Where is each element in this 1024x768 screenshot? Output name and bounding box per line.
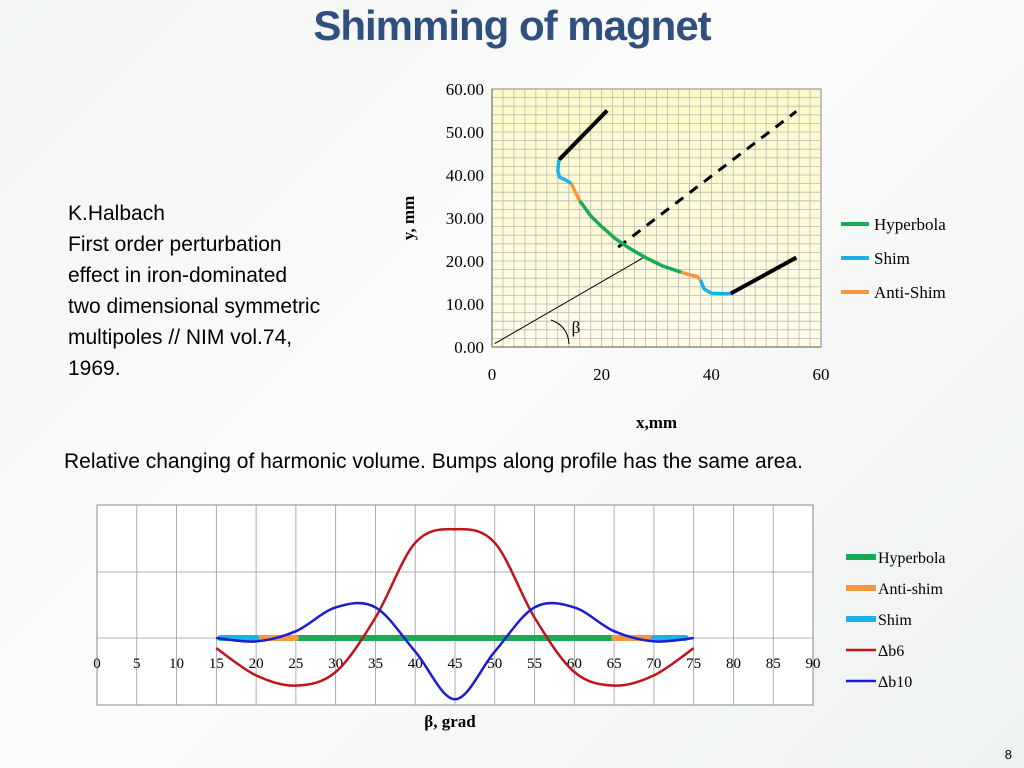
anti-shim-series-line	[680, 270, 702, 282]
reference-line: multipoles // NIM vol.74,	[68, 326, 293, 349]
legend-label: Hyperbola	[878, 550, 946, 567]
x-tick-label: 55	[527, 656, 542, 672]
page-number: 8	[1004, 747, 1012, 762]
y-tick-label: 30.00	[446, 209, 484, 228]
x-tick-label: 35	[368, 656, 383, 672]
reference-line: First order perturbation	[68, 233, 282, 256]
x-tick-label: 65	[607, 656, 622, 672]
x-tick-label: 40	[408, 656, 423, 672]
beta-annotation: β	[572, 318, 581, 337]
hyperbola-series-line	[578, 199, 682, 274]
x-tick-label: 10	[169, 656, 184, 672]
x-tick-label: 5	[133, 656, 141, 672]
slide-title: Shimming of magnet	[313, 2, 711, 49]
db10-series-line	[216, 601, 694, 701]
x-tick-label: 0	[488, 365, 497, 384]
caption-text: Relative changing of harmonic volume. Bu…	[64, 450, 803, 473]
x-tick-label: 45	[448, 656, 463, 672]
x-tick-label: 50	[487, 656, 502, 672]
x-tick-label: 75	[686, 656, 701, 672]
x-tick-label: 15	[209, 656, 224, 672]
reference-line: effect in iron-dominated	[68, 264, 288, 287]
legend-label: Anti-shim	[878, 581, 943, 598]
anti-shim-series-line	[569, 182, 582, 202]
reference-line: two dimensional symmetric	[68, 295, 321, 318]
legend-label: Hyperbola	[874, 215, 946, 234]
pole-edge-line	[729, 255, 798, 296]
db6-series-line	[215, 527, 695, 687]
y-tick-label: 40.00	[446, 166, 484, 185]
y-tick-label: 0.00	[454, 338, 484, 357]
x-axis-label: x,mm	[636, 413, 677, 432]
legend-label: Δb6	[878, 643, 904, 660]
legend-label: Shim	[874, 249, 910, 268]
symmetry-dashed-line	[617, 110, 798, 249]
x-tick-label: 90	[806, 656, 821, 672]
reference-line: 1969.	[68, 357, 121, 380]
beta-reference-line	[494, 257, 644, 344]
x-axis-label: β, grad	[424, 712, 476, 731]
x-tick-label: 40	[703, 365, 720, 384]
y-tick-label: 10.00	[446, 295, 484, 314]
x-tick-label: 60	[813, 365, 830, 384]
y-tick-label: 50.00	[446, 123, 484, 142]
legend-label: Δb10	[878, 674, 912, 691]
legend-label: Anti-Shim	[874, 283, 946, 302]
beta-angle-arc	[550, 319, 570, 345]
pole-edge-line	[557, 109, 609, 162]
shim-series-line	[556, 159, 573, 186]
legend-label: Shim	[878, 612, 912, 629]
reference-line: K.Halbach	[68, 202, 165, 225]
x-tick-label: 85	[766, 656, 781, 672]
y-axis-label: y, mm	[399, 196, 418, 240]
x-tick-label: 20	[593, 365, 610, 384]
x-tick-label: 70	[646, 656, 661, 672]
y-tick-label: 60.00	[446, 80, 484, 99]
x-tick-label: 60	[567, 656, 582, 672]
x-tick-label: 25	[288, 656, 303, 672]
reference-text: K.Halbach First order perturbation effec…	[68, 198, 398, 384]
x-tick-label: 20	[249, 656, 264, 672]
x-tick-label: 80	[726, 656, 741, 672]
shim-series-line	[698, 279, 731, 296]
x-tick-label: 0	[93, 656, 101, 672]
y-tick-label: 20.00	[446, 252, 484, 271]
x-tick-label: 30	[328, 656, 343, 672]
